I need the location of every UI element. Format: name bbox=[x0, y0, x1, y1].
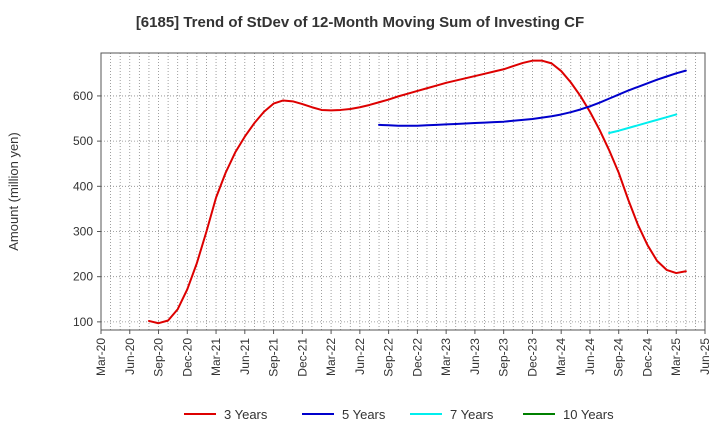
plot-area bbox=[101, 53, 705, 330]
y-tick-label: 400 bbox=[73, 179, 93, 193]
x-tick-label: Jun-20 bbox=[123, 338, 137, 375]
y-tick-label: 300 bbox=[73, 224, 93, 238]
x-tick-label: Jun-22 bbox=[353, 338, 367, 375]
y-tick-label: 100 bbox=[73, 315, 93, 329]
x-tick-label: Sep-21 bbox=[267, 338, 281, 377]
x-tick-label: Jun-21 bbox=[238, 338, 252, 375]
x-tick-label: Mar-22 bbox=[324, 338, 338, 376]
y-tick-label: 500 bbox=[73, 134, 93, 148]
x-tick-label: Jun-25 bbox=[698, 338, 712, 375]
x-tick-label: Dec-24 bbox=[640, 338, 654, 377]
x-tick-label: Jun-24 bbox=[583, 338, 597, 375]
x-tick-label: Mar-24 bbox=[554, 338, 568, 376]
x-tick-label: Jun-23 bbox=[468, 338, 482, 375]
legend-label-3-years: 3 Years bbox=[224, 407, 268, 422]
x-tick-label: Sep-22 bbox=[382, 338, 396, 377]
y-tick-label: 200 bbox=[73, 270, 93, 284]
x-tick-label: Mar-20 bbox=[94, 338, 108, 376]
x-tick-label: Sep-23 bbox=[497, 338, 511, 377]
x-tick-label: Dec-22 bbox=[410, 338, 424, 377]
x-tick-label: Mar-25 bbox=[669, 338, 683, 376]
x-tick-label: Dec-20 bbox=[180, 338, 194, 377]
series-line-3-years bbox=[147, 59, 687, 325]
x-tick-label: Dec-21 bbox=[295, 338, 309, 377]
x-tick-label: Sep-20 bbox=[152, 338, 166, 377]
legend: 3 Years 5 Years 7 Years 10 Years bbox=[184, 407, 614, 422]
axes: 100 200 300 400 500 600 Mar-20 Jun-20 Sep-20 Dec-… bbox=[73, 52, 712, 377]
x-tick-label: Mar-21 bbox=[209, 338, 223, 376]
y-axis-title: Amount (million yen) bbox=[6, 132, 21, 251]
series-line-7-years bbox=[608, 113, 678, 134]
x-tick-label: Sep-24 bbox=[612, 338, 626, 377]
plot-frame bbox=[100, 52, 706, 331]
series-line-5-years bbox=[378, 69, 687, 127]
legend-label-7-years: 7 Years bbox=[450, 407, 494, 422]
chart-title: [6185] Trend of StDev of 12-Month Moving… bbox=[135, 14, 585, 31]
y-tick-label: 600 bbox=[73, 89, 93, 103]
x-tick-label: Dec-23 bbox=[525, 338, 539, 377]
x-tick-label: Mar-23 bbox=[439, 338, 453, 376]
legend-label-10-years: 10 Years bbox=[563, 407, 614, 422]
series-lines bbox=[147, 59, 687, 325]
grid-lines bbox=[101, 53, 705, 330]
legend-label-5-years: 5 Years bbox=[342, 407, 386, 422]
